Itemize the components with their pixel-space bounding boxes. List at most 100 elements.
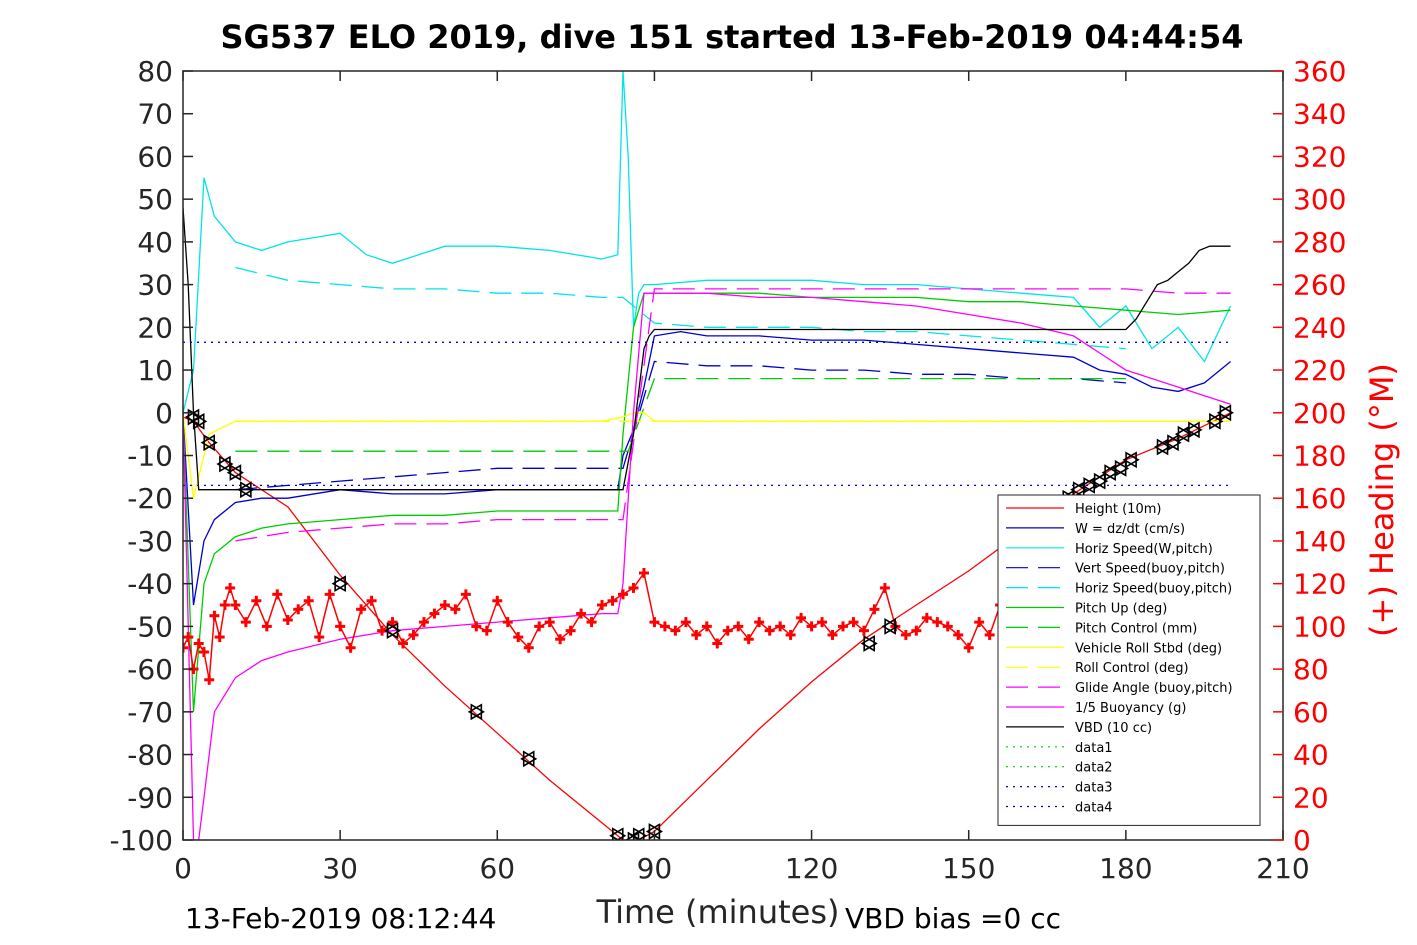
heading-point	[764, 625, 775, 636]
dive-marker	[1091, 472, 1109, 490]
legend-label: Pitch Control (mm)	[1075, 621, 1197, 636]
heading-point	[209, 610, 220, 621]
legend-label: data1	[1075, 741, 1113, 756]
y-tick-label: -10	[127, 440, 173, 473]
legend-item: Height (10m)	[1006, 502, 1161, 517]
dive-marker	[520, 750, 538, 768]
y-right-axis-ticks: 3603403203002802602402202001801601401201…	[1273, 55, 1346, 857]
heading-point	[492, 595, 503, 606]
series-line-w-dz-dt-cm-s	[183, 330, 1232, 606]
y-tick-label: 30	[137, 269, 173, 302]
heading-point	[618, 589, 628, 600]
dive-marker	[190, 412, 208, 430]
legend-label: W = dz/dt (cm/s)	[1075, 522, 1185, 537]
heading-point	[366, 595, 377, 606]
heading-point	[534, 621, 545, 632]
heading-point	[335, 621, 346, 632]
legend-label: Height (10m)	[1075, 502, 1161, 517]
heading-point	[869, 604, 880, 615]
heading-point	[272, 589, 283, 600]
legend-item: 1/5 Buoyancy (g)	[1006, 701, 1186, 716]
heading-point	[408, 629, 419, 640]
heading-point	[775, 621, 786, 632]
heading-point	[848, 617, 859, 628]
heading-point	[649, 617, 660, 628]
dive-marker	[1185, 421, 1203, 439]
heading-point	[743, 634, 754, 645]
heading-point	[576, 608, 587, 619]
y-tick-label: 70	[137, 98, 173, 131]
y-tick-label: 50	[137, 183, 173, 216]
dive-marker	[1164, 434, 1182, 452]
dive-marker	[1206, 412, 1224, 430]
series-line-horiz-speed-buoy-pitch	[235, 266, 1126, 350]
legend-item: Vert Speed(buoy,pitch)	[1006, 562, 1225, 577]
heading-point	[984, 629, 995, 640]
heading-point	[932, 617, 943, 628]
heading-point	[418, 617, 429, 628]
x-tick-label: 90	[637, 852, 673, 885]
heading-point	[214, 632, 225, 643]
chart-title: SG537 ELO 2019, dive 151 started 13-Feb-…	[221, 18, 1244, 56]
heading-point	[387, 617, 398, 628]
y-right-tick-label: 140	[1293, 525, 1346, 558]
y-right-tick-label: 40	[1293, 739, 1329, 772]
y-tick-label: -70	[127, 696, 173, 729]
heading-layer	[183, 567, 1006, 685]
legend-label: Vehicle Roll Stbd (deg)	[1075, 641, 1222, 656]
dive-marker	[881, 617, 899, 635]
y-right-tick-label: 200	[1293, 397, 1346, 430]
heading-point	[879, 582, 890, 593]
heading-point	[481, 625, 492, 636]
x-axis-ticks: 0 30 60 90 120 150 180 210	[174, 71, 1310, 885]
y-tick-label: -90	[127, 781, 173, 814]
y-right-tick-label: 20	[1293, 781, 1329, 814]
heading-point	[230, 600, 241, 611]
series-line-1-5-buoyancy-g	[183, 292, 1231, 840]
y-right-tick-label: 0	[1293, 824, 1311, 857]
heading-point	[942, 621, 953, 632]
heading-point	[565, 625, 576, 636]
y-tick-label: 40	[137, 226, 173, 259]
heading-point	[303, 595, 314, 606]
dive-marker	[467, 703, 485, 721]
legend-label: Pitch Up (deg)	[1075, 602, 1167, 617]
heading-point	[597, 600, 608, 611]
legend-label: Horiz Speed(buoy,pitch)	[1075, 582, 1232, 597]
legend-item: data4	[1006, 801, 1113, 816]
legend-item: Glide Angle (buoy,pitch)	[1006, 681, 1233, 696]
dive-marker	[860, 635, 878, 652]
legend-item: Horiz Speed(buoy,pitch)	[1006, 582, 1232, 597]
y-tick-label: 80	[137, 55, 173, 88]
y-right-tick-label: 160	[1293, 482, 1346, 515]
heading-point	[838, 621, 848, 632]
heading-point	[523, 642, 534, 653]
marker-layer	[184, 404, 1234, 840]
y-tick-label: 0	[155, 397, 173, 430]
dive-marker	[1112, 459, 1130, 477]
y-right-tick-label: 180	[1293, 440, 1346, 473]
dive-marker	[331, 575, 349, 593]
legend-item: Vehicle Roll Stbd (deg)	[1006, 641, 1222, 656]
legend-box	[997, 494, 1261, 826]
heading-point	[712, 638, 723, 649]
dive-marker	[609, 827, 627, 840]
y-tick-label: 60	[137, 140, 173, 173]
heading-point	[183, 642, 188, 653]
heading-point	[974, 617, 985, 628]
legend-item: data3	[1006, 781, 1113, 796]
legend-item: Pitch Control (mm)	[1006, 621, 1197, 636]
y-tick-label: -100	[109, 824, 173, 857]
heading-point	[817, 617, 828, 628]
heading-point	[429, 608, 440, 619]
legend-label: data2	[1075, 761, 1113, 776]
y-right-tick-label: 120	[1293, 568, 1346, 601]
legend-label: Horiz Speed(W,pitch)	[1075, 542, 1213, 557]
legend-item: data1	[1006, 741, 1113, 756]
y-tick-label: -80	[127, 739, 173, 772]
x-axis-label: Time (minutes)	[596, 893, 840, 931]
heading-point	[911, 625, 922, 636]
y-tick-label: 10	[137, 354, 173, 387]
heading-point	[345, 642, 356, 653]
